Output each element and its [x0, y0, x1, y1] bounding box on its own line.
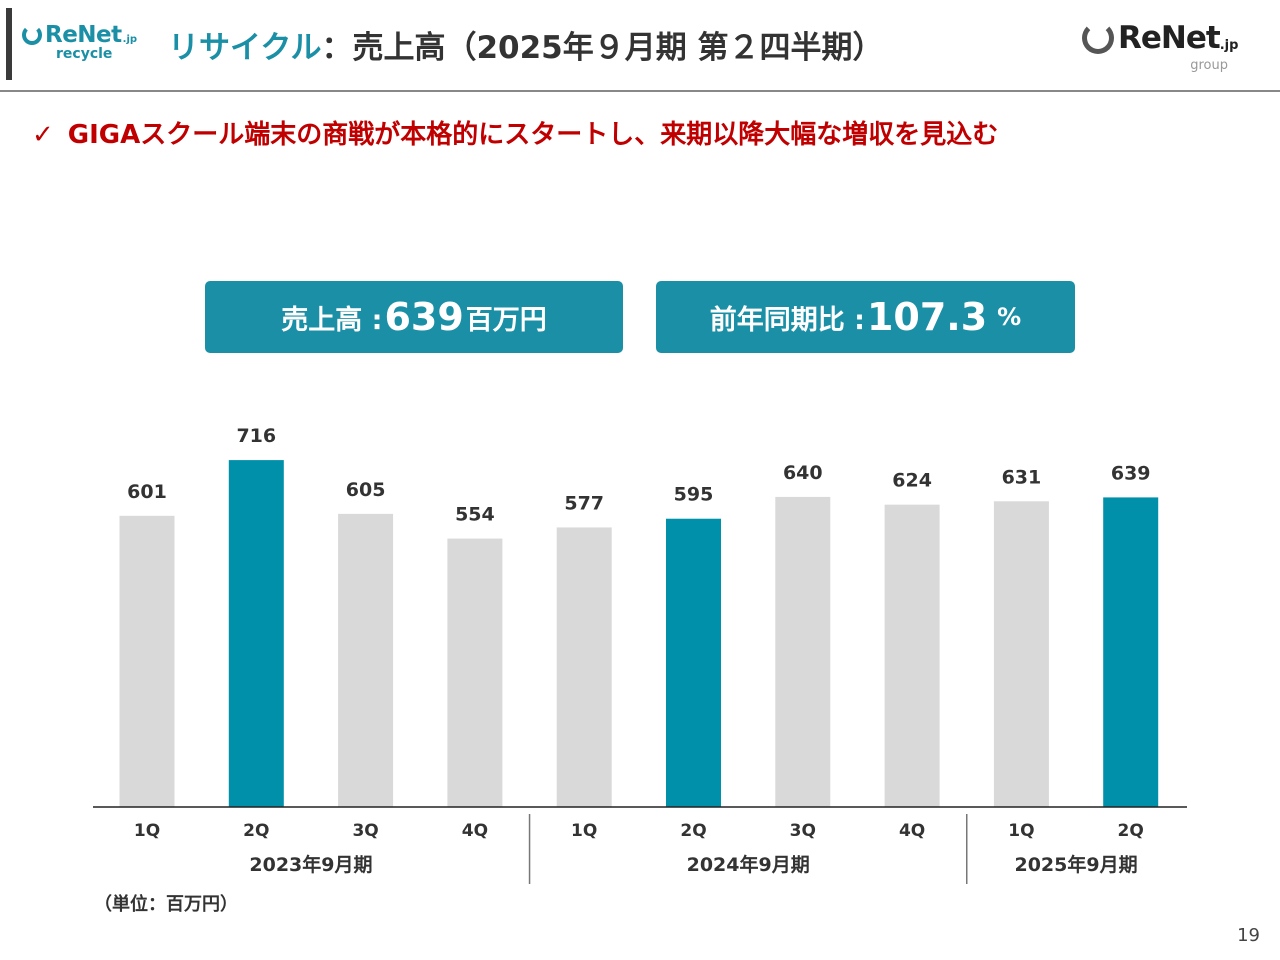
x-tick-label: 2Q: [243, 821, 269, 841]
logo-brand-text: ReNet: [45, 22, 122, 48]
bar: [556, 527, 612, 807]
page-title: リサイクル：売上高（2025年９月期 第２四半期）: [168, 22, 884, 67]
header-accent-bar: [6, 8, 12, 80]
title-accent: リサイクル: [168, 30, 322, 66]
bar: [338, 513, 394, 807]
x-tick-label: 3Q: [790, 821, 816, 841]
data-label: 631: [1002, 466, 1042, 488]
data-label: 605: [346, 479, 386, 501]
logo-sub-text: recycle: [56, 46, 113, 62]
group-brand-text: ReNet: [1118, 20, 1221, 56]
kpi-sales-value: 639: [384, 295, 464, 339]
header-divider: [0, 90, 1280, 92]
bar: [993, 501, 1049, 807]
x-tick-label: 4Q: [899, 821, 925, 841]
group-label: 2025年9月期: [1014, 853, 1137, 876]
kpi-sales-label: 売上高 :: [281, 304, 383, 336]
data-label: 640: [783, 462, 823, 484]
group-jp-text: .jp: [1219, 37, 1239, 53]
bar: [884, 504, 940, 807]
title-separator: ：: [321, 30, 353, 66]
bar: [447, 538, 503, 807]
bar: [1103, 497, 1159, 807]
group-label: 2024年9月期: [687, 853, 810, 876]
data-label: 577: [564, 492, 604, 514]
data-label: 554: [455, 504, 495, 526]
data-label: 639: [1111, 462, 1151, 484]
kpi-sales-unit: 百万円: [465, 304, 547, 336]
x-tick-label: 2Q: [680, 821, 706, 841]
kpi-yoy-value: 107.3: [866, 295, 988, 339]
renet-group-logo: ReNet .jp group: [1082, 20, 1250, 76]
headline-text: GIGAスクール端末の商戦が本格的にスタートし、来期以降大幅な増収を見込む: [67, 120, 999, 150]
group-ring-icon: [1082, 22, 1114, 54]
group-label: 2023年9月期: [249, 853, 372, 876]
x-tick-label: 3Q: [352, 821, 378, 841]
data-label: 595: [674, 484, 714, 506]
kpi-sales-box: 売上高 : 639 百万円: [205, 281, 623, 353]
kpi-yoy-unit: %: [997, 303, 1022, 331]
x-tick-label: 1Q: [134, 821, 160, 841]
bar: [666, 518, 721, 807]
logo-jp-text: .jp: [122, 33, 138, 45]
check-icon: ✓: [32, 120, 54, 150]
kpi-yoy-label: 前年同期比 :: [709, 304, 865, 336]
x-tick-label: 2Q: [1118, 821, 1144, 841]
kpi-yoy-box: 前年同期比 : 107.3%: [656, 281, 1075, 353]
data-label: 624: [892, 470, 932, 492]
headline: ✓ GIGAスクール端末の商戦が本格的にスタートし、来期以降大幅な増収を見込む: [32, 114, 998, 151]
x-tick-label: 4Q: [462, 821, 488, 841]
bar: [228, 460, 284, 807]
data-label: 601: [127, 481, 167, 503]
bar: [119, 515, 175, 807]
x-tick-label: 1Q: [1008, 821, 1034, 841]
unit-note: （単位：百万円）: [94, 894, 238, 915]
data-label: 716: [236, 425, 276, 447]
group-sub-text: group: [1190, 58, 1228, 73]
page-number: 19: [1237, 925, 1260, 946]
x-tick-label: 1Q: [571, 821, 597, 841]
renet-recycle-logo: ReNet .jp recycle: [22, 22, 152, 74]
title-main: 売上高（2025年９月期 第２四半期）: [352, 30, 884, 66]
bar: [775, 496, 831, 807]
recycle-ring-icon: [22, 25, 42, 45]
